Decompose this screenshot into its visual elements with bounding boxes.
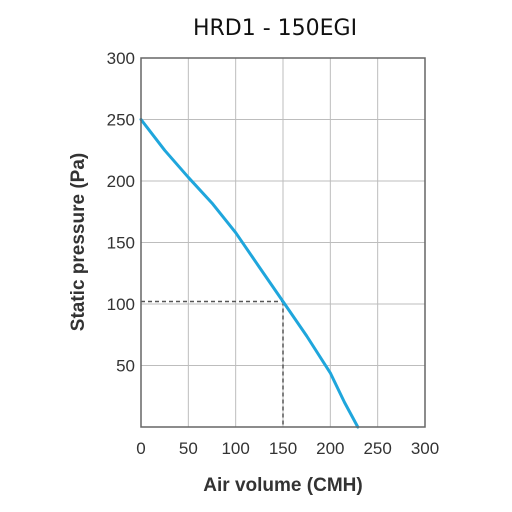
y-tick-label-0: 50 xyxy=(116,357,135,376)
y-tick-label-2: 150 xyxy=(107,234,135,253)
x-tick-label-5: 250 xyxy=(363,439,391,458)
x-tick-label-1: 50 xyxy=(179,439,198,458)
x-tick-label-4: 200 xyxy=(316,439,344,458)
y-tick-label-1: 100 xyxy=(107,295,135,314)
x-axis-label: Air volume (CMH) xyxy=(203,475,362,496)
y-tick-label-4: 250 xyxy=(107,111,135,130)
x-tick-label-3: 150 xyxy=(269,439,297,458)
chart-title: HRD1 - 150EGI xyxy=(193,16,357,41)
x-tick-labels: 0 50 100 150 200 250 300 xyxy=(136,439,439,458)
x-tick-label-0: 0 xyxy=(136,439,145,458)
plot-frame xyxy=(140,57,426,428)
operating-point-guides xyxy=(141,300,284,427)
series-line-0 xyxy=(139,118,360,429)
series-layer xyxy=(139,118,360,429)
y-tick-label-3: 200 xyxy=(107,172,135,191)
y-tick-label-5: 300 xyxy=(107,49,135,68)
x-tick-label-2: 100 xyxy=(221,439,249,458)
x-tick-label-6: 300 xyxy=(411,439,439,458)
y-tick-labels: 50 100 150 200 250 300 xyxy=(107,49,135,376)
y-axis-label: Static pressure (Pa) xyxy=(68,153,89,331)
